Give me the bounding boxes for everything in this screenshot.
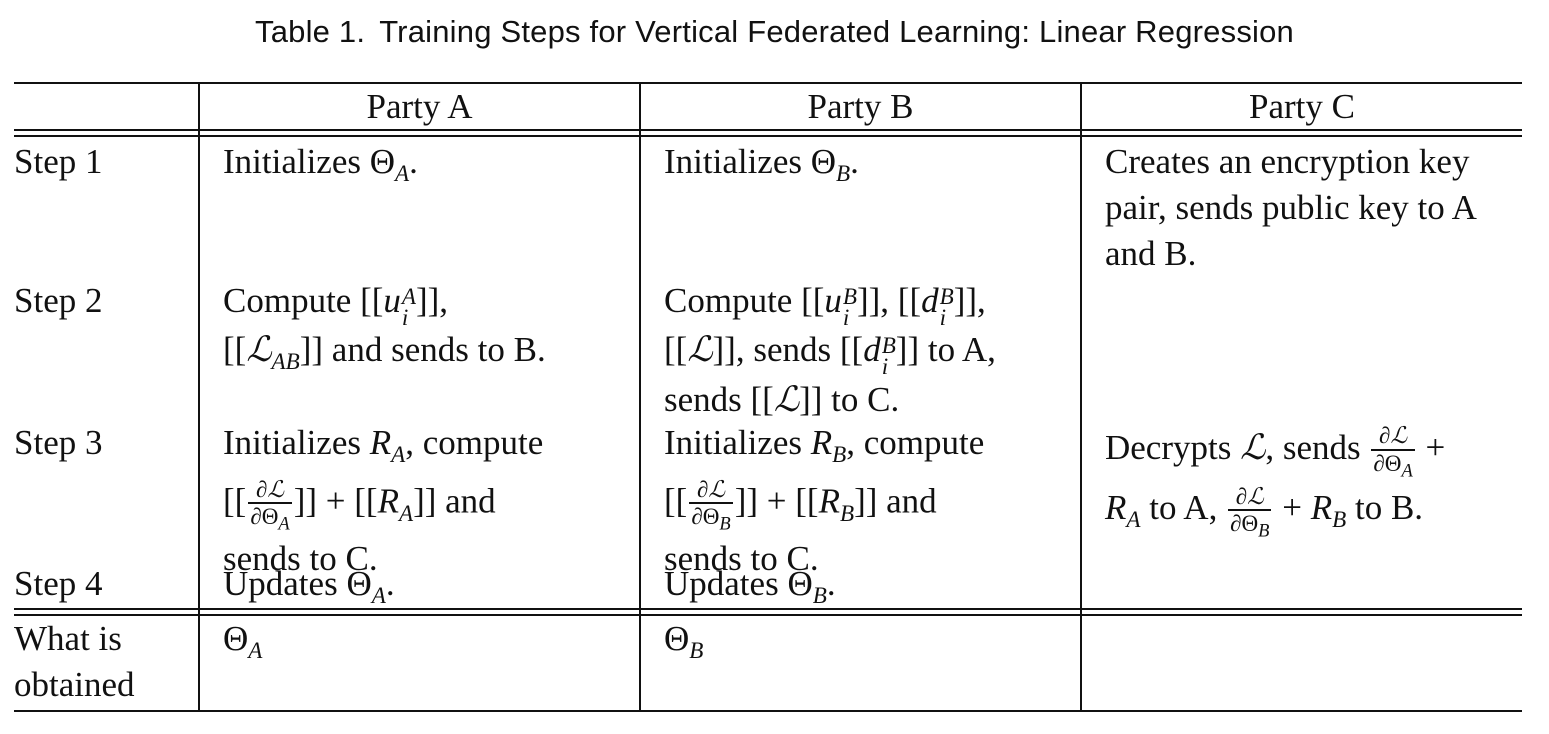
col-divider-2 <box>639 82 641 712</box>
col-divider-1 <box>198 82 200 712</box>
rule-body-bottom-1 <box>14 608 1522 610</box>
cell-line: Decrypts ℒ, sends ∂ℒ ∂ΘA + <box>1105 422 1446 481</box>
header-party-c: Party C <box>1249 87 1355 126</box>
caption-title: Training Steps for Vertical Federated Le… <box>379 14 1294 49</box>
step-3-party-a: Initializes RA, compute [[∂ℒ ∂ΘA]] + [[RA… <box>223 420 543 582</box>
cell-line: Initializes ΘB. <box>664 142 859 187</box>
step-1-party-c: Creates an encryption key pair, sends pu… <box>1105 139 1477 277</box>
cell-line: Updates ΘA. <box>223 564 395 609</box>
step-3-party-c: Decrypts ℒ, sends ∂ℒ ∂ΘA + RA to A, ∂ℒ ∂ΘB… <box>1105 420 1445 548</box>
row-label-text: What is <box>14 619 122 658</box>
cell-line: Initializes RB, compute <box>664 423 985 468</box>
row-label-obtained: What is obtained <box>14 616 135 708</box>
cell-line: Updates ΘB. <box>664 564 836 609</box>
training-steps-table: Party A Party B Party C Step 1 Initializ… <box>14 82 1522 712</box>
step-4-party-b: Updates ΘB. <box>664 561 836 618</box>
cell-line: and B. <box>1105 234 1197 273</box>
cell-line: sends to C. <box>664 538 819 578</box>
cell-line: Initializes ΘA. <box>223 142 418 187</box>
row-label-text: Step 3 <box>14 423 103 462</box>
cell-line: RA to A, ∂ℒ ∂ΘB + RB to B. <box>1105 482 1424 541</box>
row-label-step-2: Step 2 <box>14 278 102 324</box>
obtained-party-b: ΘB <box>664 616 703 673</box>
step-1-party-b: Initializes ΘB. <box>664 139 859 196</box>
cell-line: Creates an encryption key <box>1105 142 1470 181</box>
col-divider-3 <box>1080 82 1082 712</box>
cell-line: ΘA <box>223 619 263 664</box>
rule-bottom <box>14 710 1522 712</box>
row-label-step-3: Step 3 <box>14 420 102 466</box>
obtained-party-a: ΘA <box>223 616 262 673</box>
row-label-text: Step 4 <box>14 564 103 603</box>
header-party-a: Party A <box>366 87 473 126</box>
cell-line: [[∂ℒ ∂ΘB]] + [[RB]] and <box>664 476 937 534</box>
step-1-party-a: Initializes ΘA. <box>223 139 418 196</box>
table-caption: Table 1. Training Steps for Vertical Fede… <box>0 10 1549 54</box>
header-party-b: Party B <box>807 87 914 126</box>
row-label-step-1: Step 1 <box>14 139 102 185</box>
row-label-text: Step 1 <box>14 142 103 181</box>
rule-header-bottom-2 <box>14 135 1522 137</box>
step-4-party-a: Updates ΘA. <box>223 561 395 618</box>
cell-line: sends [[ℒ]] to C. <box>664 379 900 420</box>
cell-line: sends to C. <box>223 538 378 578</box>
cell-line: ΘB <box>664 619 704 664</box>
cell-line: [[ℒAB]] and sends to B. <box>223 330 546 375</box>
row-label-step-4: Step 4 <box>14 561 102 607</box>
cell-line: pair, sends public key to A <box>1105 188 1477 227</box>
row-label-text: obtained <box>14 665 135 704</box>
rule-header-bottom-1 <box>14 129 1522 131</box>
rule-body-bottom-2 <box>14 614 1522 616</box>
step-3-party-b: Initializes RB, compute [[∂ℒ ∂ΘB]] + [[RB… <box>664 420 984 582</box>
cell-line: Initializes RA, compute <box>223 423 544 468</box>
rule-top <box>14 82 1522 84</box>
cell-line: [[∂ℒ ∂ΘA]] + [[RA]] and <box>223 476 496 534</box>
caption-number: Table 1. <box>255 14 366 49</box>
row-label-text: Step 2 <box>14 281 103 320</box>
